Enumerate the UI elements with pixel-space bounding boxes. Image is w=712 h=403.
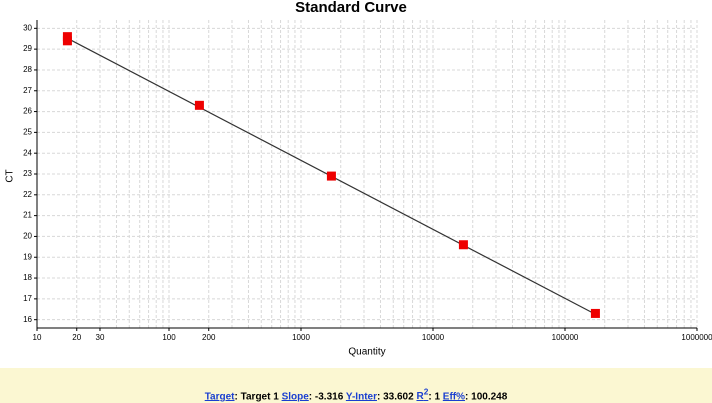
x-tick-label: 100000 [552, 333, 579, 342]
stat-value: : -3.316 [308, 391, 346, 403]
y-tick-label: 20 [23, 232, 32, 241]
y-tick-label: 24 [23, 148, 32, 157]
stat-label: Y-Inter [345, 391, 377, 403]
chart: Standard Curve Quantity CT 16 17 18 19 20 21 2… [5, 0, 712, 358]
data-point [458, 240, 468, 250]
y-axis-label: CT [5, 169, 16, 182]
stat-value: : 1 [428, 391, 443, 403]
y-tick-label: 19 [23, 252, 32, 261]
stat-label: Eff% [442, 391, 466, 403]
data-point [590, 308, 600, 318]
y-tick-label: 18 [23, 273, 32, 282]
y-tick-label: 27 [23, 86, 32, 95]
y-tick-label: 25 [23, 127, 32, 136]
x-tick-label: 10000 [422, 333, 445, 342]
x-tick-label: 20 [72, 333, 81, 342]
y-tick-label: 28 [23, 65, 32, 74]
stat-value: : 100.248 [465, 391, 508, 403]
y-tick-label: 30 [23, 23, 32, 32]
stat-value: : Target 1 [234, 391, 282, 403]
x-tick-label: 1000 [292, 333, 310, 342]
stat-label: Slope [281, 391, 309, 403]
data-point [194, 100, 204, 110]
y-tick-label: 21 [23, 211, 32, 220]
y-tick-label: 17 [23, 294, 32, 303]
x-tick-label: 200 [202, 333, 216, 342]
x-tick-label: 1000000 [681, 333, 712, 342]
x-tick-label: 30 [96, 333, 105, 342]
y-tick-label: 26 [23, 107, 32, 116]
y-tick-label: 29 [23, 44, 32, 53]
data-point [62, 32, 72, 42]
stat-value: : 33.602 [376, 391, 417, 403]
stat-label: R2 [416, 387, 429, 403]
stat-label-sup: 2 [423, 387, 429, 397]
stat-label: Target [204, 391, 235, 403]
x-axis-label: Quantity [348, 347, 385, 358]
footer: Target: Target 1 Slope: -3.316 Y-Inter: … [0, 368, 712, 403]
x-tick-label: 10 [33, 333, 42, 342]
x-tick-label: 100 [162, 333, 176, 342]
data-point [326, 171, 336, 181]
y-tick-label: 16 [23, 315, 32, 324]
chart-title: Standard Curve [295, 0, 407, 16]
y-tick-label: 22 [23, 190, 32, 199]
y-tick-label: 23 [23, 169, 32, 178]
